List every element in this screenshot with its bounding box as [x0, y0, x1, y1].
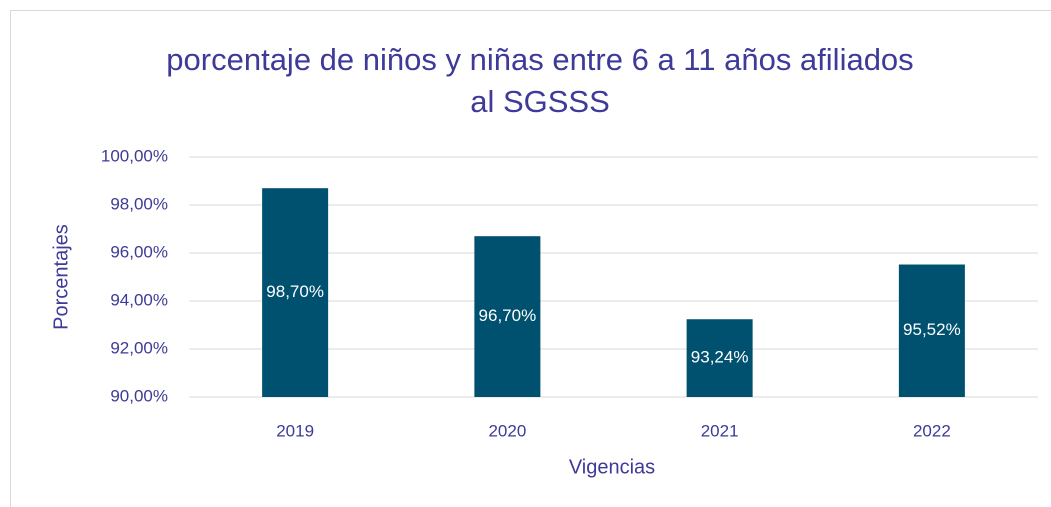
y-tick-label: 94,00% — [110, 290, 168, 309]
data-label: 98,70% — [266, 282, 324, 301]
x-tick-label: 2020 — [488, 421, 526, 440]
y-tick-label: 96,00% — [110, 242, 168, 261]
bar — [898, 264, 965, 397]
chart-title: porcentaje de niños y niñas entre 6 a 11… — [166, 42, 913, 77]
y-tick-label: 92,00% — [110, 338, 168, 357]
data-label: 96,70% — [479, 306, 537, 325]
x-tick-label: 2022 — [913, 421, 951, 440]
x-axis-title: Vigencias — [569, 456, 655, 478]
x-tick-label: 2019 — [276, 421, 314, 440]
data-label: 93,24% — [691, 348, 749, 367]
data-label: 95,52% — [903, 320, 961, 339]
x-tick-label: 2021 — [701, 421, 739, 440]
chart-title: al SGSSS — [470, 84, 610, 119]
y-tick-label: 98,00% — [110, 194, 168, 213]
chart-frame — [10, 10, 1051, 507]
y-axis-title: Porcentajes — [50, 224, 72, 330]
y-tick-label: 100,00% — [101, 146, 168, 165]
bar — [686, 319, 753, 397]
bar — [474, 236, 541, 397]
bar — [262, 188, 329, 397]
y-tick-label: 90,00% — [110, 386, 168, 405]
